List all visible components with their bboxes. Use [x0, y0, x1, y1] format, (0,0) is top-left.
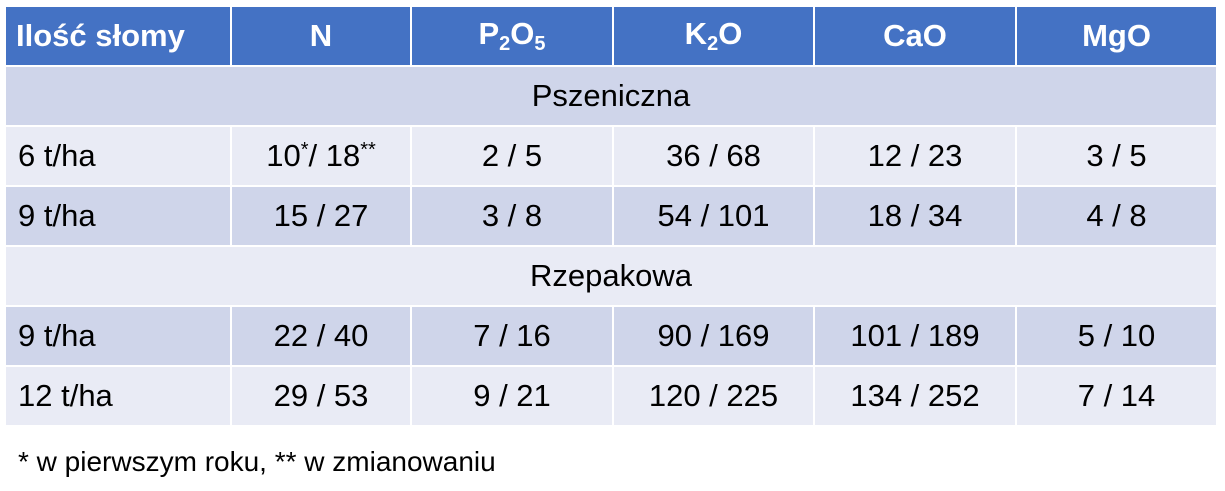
cell: 3 / 5: [1015, 125, 1218, 187]
footnote-mark: *: [300, 139, 309, 161]
formula-sub: 5: [534, 33, 546, 55]
header-row: Ilość słomy N P2O5 K2O CaO MgO: [4, 5, 1218, 67]
data-row: 6 t/ha 10*/ 18** 2 / 5 36 / 68 12 / 23 3…: [4, 125, 1218, 187]
row-label: 9 t/ha: [4, 185, 232, 247]
footnote-mark: **: [360, 139, 376, 161]
header-cell: MgO: [1015, 5, 1218, 67]
cell: 120 / 225: [612, 365, 815, 427]
section-title: Rzepakowa: [4, 245, 1218, 307]
header-cell: CaO: [813, 5, 1017, 67]
cell: 22 / 40: [230, 305, 412, 367]
cell: 10*/ 18**: [230, 125, 412, 187]
formula-sub: 2: [707, 33, 719, 55]
header-cell: P2O5: [410, 5, 614, 67]
section-title: Pszeniczna: [4, 65, 1218, 127]
data-row: 9 t/ha 22 / 40 7 / 16 90 / 169 101 / 189…: [4, 305, 1218, 367]
cell: 18 / 34: [813, 185, 1017, 247]
cell: 5 / 10: [1015, 305, 1218, 367]
formula-sub: 2: [499, 33, 511, 55]
cell-part: 10: [266, 138, 301, 173]
row-label: 6 t/ha: [4, 125, 232, 187]
header-cell: Ilość słomy: [4, 5, 232, 67]
formula-part: K: [684, 16, 708, 51]
footnote: * w pierwszym roku, ** w zmianowaniu: [18, 446, 496, 477]
cell: 15 / 27: [230, 185, 412, 247]
row-label: 9 t/ha: [4, 305, 232, 367]
cell: 29 / 53: [230, 365, 412, 427]
cell-part: / 18: [308, 138, 361, 173]
cell: 134 / 252: [813, 365, 1017, 427]
data-row: 9 t/ha 15 / 27 3 / 8 54 / 101 18 / 34 4 …: [4, 185, 1218, 247]
cell: 4 / 8: [1015, 185, 1218, 247]
cell: 36 / 68: [612, 125, 815, 187]
data-row: 12 t/ha 29 / 53 9 / 21 120 / 225 134 / 2…: [4, 365, 1218, 427]
cell: 54 / 101: [612, 185, 815, 247]
section-row: Rzepakowa: [4, 245, 1218, 307]
cell: 90 / 169: [612, 305, 815, 367]
cell: 7 / 14: [1015, 365, 1218, 427]
row-label: 12 t/ha: [4, 365, 232, 427]
data-table: Ilość słomy N P2O5 K2O CaO MgO Pszeniczn…: [4, 5, 1218, 427]
section-row: Pszeniczna: [4, 65, 1218, 127]
header-cell: K2O: [612, 5, 815, 67]
formula-part: O: [718, 16, 743, 51]
header-cell: N: [230, 5, 412, 67]
cell: 9 / 21: [410, 365, 614, 427]
cell: 2 / 5: [410, 125, 614, 187]
formula-part: P: [478, 16, 500, 51]
cell: 3 / 8: [410, 185, 614, 247]
cell: 7 / 16: [410, 305, 614, 367]
cell: 12 / 23: [813, 125, 1017, 187]
cell: 101 / 189: [813, 305, 1017, 367]
formula-part: O: [510, 16, 535, 51]
